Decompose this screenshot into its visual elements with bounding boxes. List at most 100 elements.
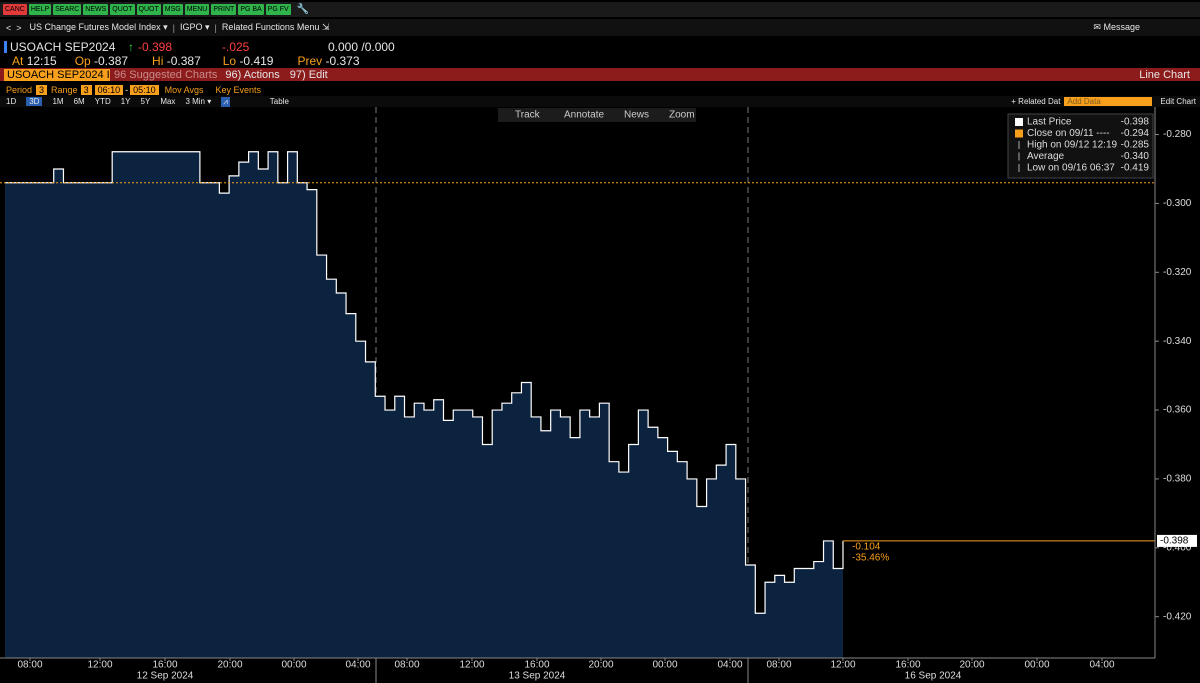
op-label: Op [74,54,91,68]
nav-arrows[interactable]: < > [6,22,22,33]
y-tick-label: -0.380 [1163,474,1192,485]
x-tick-label: 12:00 [87,660,112,671]
key-events[interactable]: Key Events [215,84,262,95]
prev-label: Prev [297,54,323,68]
x-tick-label: 08:00 [394,660,419,671]
toolbar-button[interactable]: HELP [28,4,52,15]
nav-function[interactable]: IGPO ▾ [179,22,210,32]
wrench-icon[interactable]: 🔧 [296,4,310,15]
x-tick-label: 16:00 [524,660,549,671]
mov-avgs[interactable]: Mov Avgs [164,84,204,95]
last-price-label: -0.398 [1160,536,1189,547]
lo-label: Lo [222,54,237,68]
chart-type: Line Chart [1139,68,1190,81]
legend-value: -0.294 [1121,128,1150,139]
toolbar: CANC HELP SEARC NEWS QUOT QUOT MSG MENU PRINT PG … [0,2,1200,17]
frequency[interactable]: 3 Min ▾ [185,97,212,106]
period-button[interactable]: 5Y [140,97,151,106]
period-button[interactable]: 3D [26,97,43,106]
x-tick-label: 08:00 [766,660,791,671]
quote-row: USOACH SEP2024 ↑ -0.398 -.025 0.000 /0.0… [0,40,1200,54]
nav-title[interactable]: US Change Futures Model Index ▾ [29,22,168,32]
x-tick-label: 12:00 [830,660,855,671]
toolbar-button[interactable]: QUOT [136,4,161,15]
nav-message[interactable]: ✉ Message [1093,22,1140,32]
x-tick-label: 20:00 [217,660,242,671]
period-button[interactable]: Max [160,97,176,106]
periods-row: 1D 3D 1M 6M YTD 1Y 5Y Max 3 Min ▾ ⩘ Table + Related… [0,96,1200,107]
op: -0.387 [94,54,129,68]
tools-bg [498,108,696,122]
range-dash: - [125,84,129,95]
x-tick-label: 16:00 [152,660,177,671]
date-label: 13 Sep 2024 [509,671,566,682]
toolbar-button[interactable]: MSG [162,4,183,15]
end-field[interactable]: 05:10 [130,84,159,95]
stats-row: At 12:15 Op -0.387 Hi -0.387 Lo -0.419 P… [0,54,1200,68]
x-tick-label: 00:00 [281,660,306,671]
period-button[interactable]: 1Y [120,97,131,106]
period-button[interactable]: 6M [73,97,85,106]
chart: -0.104-35.46%-0.280-0.300-0.320-0.340-0.… [0,107,1197,683]
menu-bar: USOACH SEP2024 In 96 Suggested Charts 96… [0,68,1200,81]
legend-label: High on 09/12 12:19 [1027,140,1118,151]
x-tick-label: 08:00 [17,660,42,671]
legend-label: Close on 09/11 ---- [1027,128,1110,139]
x-tick-label: 04:00 [717,660,742,671]
period-button[interactable]: 1D [6,97,17,106]
nav-bar: < > US Change Futures Model Index ▾ | IGP… [0,19,1200,36]
y-tick-label: -0.420 [1163,611,1192,622]
add-data[interactable]: Add Data [1064,97,1153,106]
toolbar-button[interactable]: SEARC [53,4,82,15]
legend-value: -0.340 [1121,151,1150,162]
date-label: 12 Sep 2024 [137,671,194,682]
message-label[interactable]: Message [1103,22,1140,32]
chart-tool[interactable]: Zoom [669,110,695,121]
price-line [5,151,844,614]
y-tick-label: -0.400 [1163,542,1192,553]
legend-label: Average [1027,151,1065,162]
toolbar-button[interactable]: PG BA [238,4,264,15]
table-button[interactable]: Table [269,97,289,106]
suggested-charts[interactable]: 96 Suggested Charts [114,68,218,81]
toolbar-button[interactable]: PRINT [211,4,237,15]
prev: -0.373 [325,54,360,68]
at-label: At [12,54,24,68]
ticker: USOACH SEP2024 [10,40,116,54]
actions-menu[interactable]: 96) Actions [225,68,280,81]
security-field[interactable]: USOACH SEP2024 In [4,68,110,81]
chart-icon[interactable]: ⩘ [221,96,230,107]
toolbar-button[interactable]: CANC [3,4,27,15]
nav-related[interactable]: Related Functions Menu ⇲ [221,22,330,32]
chart-tool[interactable]: Annotate [564,110,604,121]
y-tick-label: -0.280 [1163,129,1192,140]
x-tick-label: 04:00 [345,660,370,671]
edit-menu[interactable]: 97) Edit [289,68,328,81]
range-field[interactable]: 3 [80,84,92,95]
related-data[interactable]: + Related Dat [1011,97,1061,106]
ticker-marker [4,41,7,53]
change: -.025 [222,40,250,54]
at: 12:15 [26,54,57,68]
range-label: Range [51,84,78,95]
chart-tool[interactable]: News [624,110,649,121]
legend-bg [1007,113,1154,179]
start-field[interactable]: 06:10 [94,84,124,95]
legend-label: Last Price [1027,117,1072,128]
chart-tool[interactable]: Track [515,110,541,121]
hi: -0.387 [166,54,201,68]
legend-swatch [1015,118,1023,126]
period-button[interactable]: YTD [94,97,111,106]
edit-chart[interactable]: Edit Chart [1160,97,1196,106]
toolbar-button[interactable]: PG FV [265,4,291,15]
toolbar-button[interactable]: QUOT [110,4,135,15]
toolbar-button[interactable]: MENU [184,4,210,15]
toolbar-button[interactable]: NEWS [83,4,109,15]
bid-ask: 0.000 /0.000 [328,40,395,54]
y-tick-label: -0.340 [1163,336,1192,347]
x-tick-label: 20:00 [588,660,613,671]
period-button[interactable]: 1M [52,97,64,106]
period-field[interactable]: 3 [36,84,48,95]
controls-row: Period 3 Range 3 06:10 - 05:10 Mov Avgs … [0,84,1200,95]
